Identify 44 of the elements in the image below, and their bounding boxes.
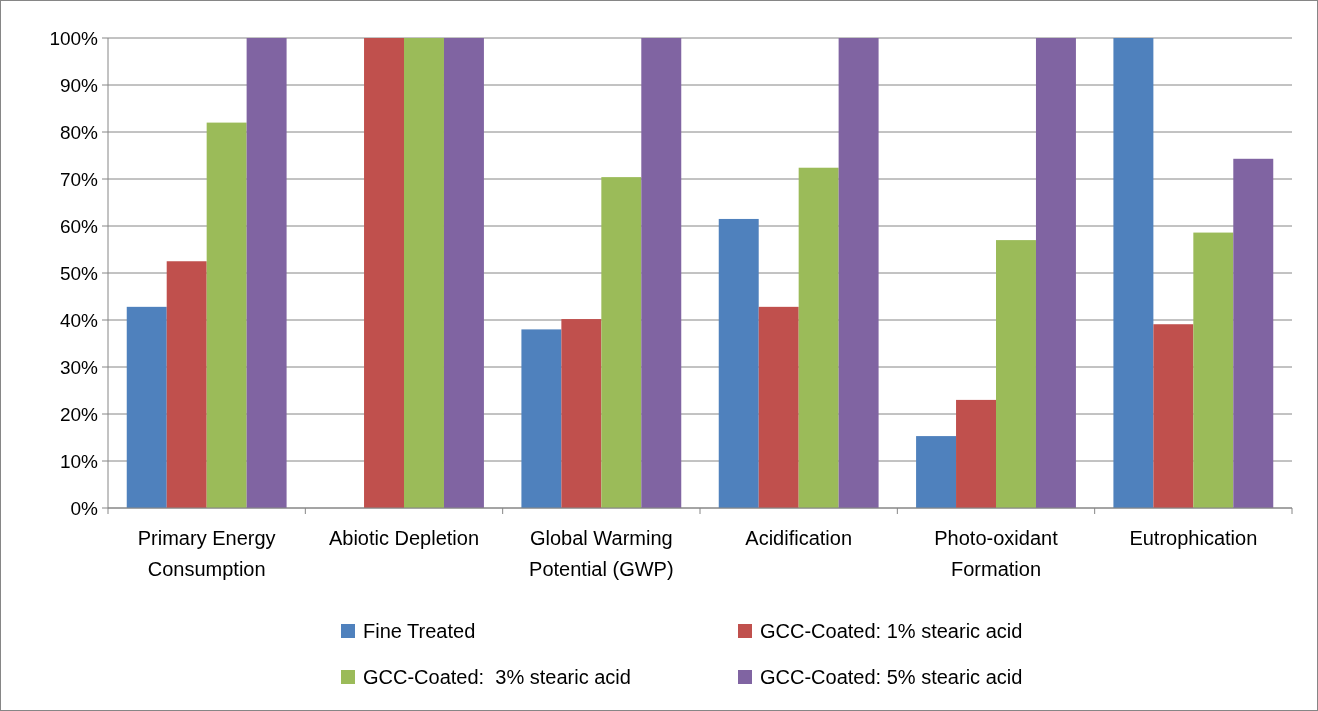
x-tick-label: Abiotic Depletion — [328, 527, 480, 549]
bar — [1233, 158, 1274, 508]
bar — [601, 177, 642, 508]
y-tick-label: 50% — [59, 262, 99, 284]
bar — [718, 218, 759, 508]
bar — [838, 38, 879, 508]
bar — [364, 38, 404, 508]
bar — [996, 240, 1036, 508]
bar — [561, 319, 602, 508]
bar — [521, 329, 562, 508]
x-tick-label: Primary Energy Consumption — [137, 527, 276, 580]
bar — [246, 38, 287, 508]
x-tick-label: Eutrophication — [1129, 527, 1258, 549]
bar — [798, 167, 839, 508]
bar — [126, 306, 167, 508]
bar — [1193, 232, 1234, 508]
legend-label: Fine Treated — [363, 620, 476, 642]
bar — [956, 399, 996, 508]
bar — [916, 436, 957, 508]
bar — [1035, 38, 1076, 508]
x-tick-label: Acidification — [745, 527, 853, 549]
x-tick-label: Photo-oxidant Formation — [934, 527, 1059, 580]
bar — [1113, 38, 1154, 508]
bar — [641, 38, 682, 508]
bar — [443, 38, 484, 508]
bar — [404, 38, 444, 508]
bar — [206, 122, 247, 508]
legend-label: GCC-Coated: 5% stearic acid — [760, 666, 1023, 688]
y-tick-label: 30% — [59, 356, 99, 378]
y-tick-label: 20% — [59, 403, 99, 425]
bar — [166, 261, 207, 508]
bar — [1153, 324, 1194, 508]
legend-label: GCC-Coated: 1% stearic acid — [760, 620, 1023, 642]
y-tick-label: 90% — [59, 74, 99, 96]
x-tick-label: Global Warming Potential (GWP) — [529, 527, 674, 580]
y-tick-label: 100% — [49, 27, 99, 49]
y-tick-label: 70% — [59, 168, 99, 190]
y-tick-label: 60% — [59, 215, 99, 237]
bar — [758, 306, 799, 508]
legend-label: GCC-Coated: 3% stearic acid — [363, 666, 631, 688]
y-tick-label: 80% — [59, 121, 99, 143]
y-tick-label: 40% — [59, 309, 99, 331]
y-tick-label: 0% — [70, 497, 99, 519]
y-tick-label: 10% — [59, 450, 99, 472]
